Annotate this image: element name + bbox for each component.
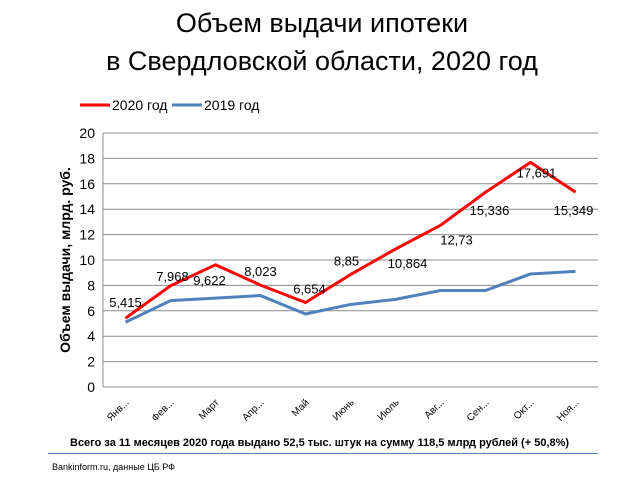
- data-label: 12,73: [440, 232, 473, 247]
- y-tick-label: 6: [87, 303, 95, 319]
- x-tick-label: Июнь: [331, 397, 357, 423]
- x-tick-label: Авг...: [423, 397, 447, 421]
- data-label: 9,622: [193, 273, 226, 288]
- y-tick-label: 4: [87, 328, 95, 344]
- x-tick-label: Май: [290, 397, 312, 419]
- y-tick-label: 2: [87, 354, 95, 370]
- data-label: 15,336: [470, 203, 510, 218]
- summary-note: Всего за 11 месяцев 2020 года выдано 52,…: [70, 437, 570, 449]
- y-tick-label: 0: [87, 379, 95, 395]
- data-label: 7,968: [156, 269, 189, 284]
- footer-divider: [48, 453, 598, 454]
- x-tick-label: Июль: [376, 397, 402, 423]
- x-tick-label: Март: [197, 397, 222, 422]
- x-tick-label: Фев...: [150, 397, 177, 424]
- y-tick-label: 10: [79, 252, 95, 268]
- y-tick-label: 14: [79, 201, 95, 217]
- legend-label: 2019 год: [204, 97, 259, 113]
- data-label: 6,654: [293, 281, 326, 296]
- x-tick-label: Янв...: [105, 397, 131, 423]
- data-label: 10,864: [388, 256, 428, 271]
- data-label: 17,691: [517, 165, 557, 180]
- data-label: 8,023: [244, 264, 277, 279]
- source-note: Bankinform.ru, данные ЦБ РФ: [52, 462, 176, 472]
- series-line-2020-год: [124, 160, 577, 320]
- y-axis-title: Объем выдачи, млрд. руб.: [57, 167, 73, 353]
- x-tick-label: Окт...: [512, 397, 537, 422]
- x-tick-label: Апр...: [240, 397, 266, 423]
- y-tick-label: 8: [87, 277, 95, 293]
- data-label: 5,415: [109, 295, 142, 310]
- data-label: 8,85: [334, 254, 359, 269]
- x-tick-label: Ноя...: [555, 397, 582, 424]
- y-tick-label: 12: [79, 227, 95, 243]
- chart-title-line1: Объем выдачи ипотеки: [175, 8, 469, 38]
- y-tick-label: 18: [79, 150, 95, 166]
- y-tick-label: 20: [79, 125, 95, 141]
- y-tick-label: 16: [79, 176, 95, 192]
- chart-title-line2: в Свердловской области, 2020 год: [106, 46, 538, 76]
- x-tick-label: Сен...: [465, 397, 492, 424]
- data-label: 15,349: [554, 203, 594, 218]
- legend-label: 2020 год: [112, 97, 167, 113]
